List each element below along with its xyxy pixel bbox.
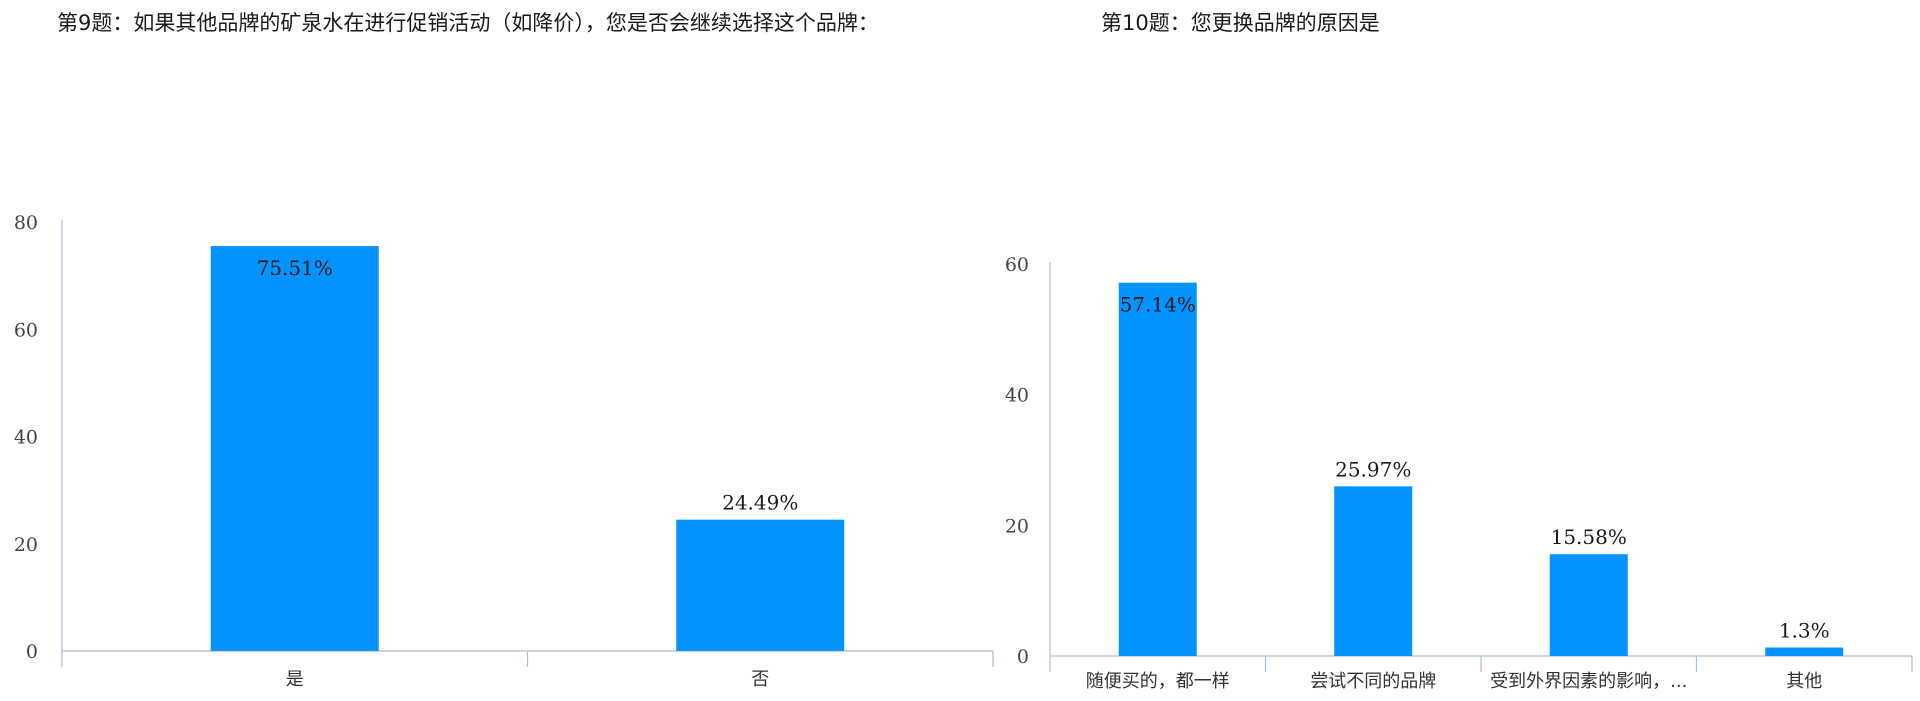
- bar-2: [676, 519, 845, 651]
- chart-title-q9: 第9题：如果其他品牌的矿泉水在进行促销活动（如降价），您是否会继续选择这个品牌：: [57, 11, 879, 35]
- y-tick-label: 80: [14, 212, 38, 234]
- y-tick-label: 40: [14, 427, 38, 449]
- y-tick-label: 20: [14, 534, 38, 556]
- y-tick-label: 0: [1017, 646, 1029, 668]
- data-label-4: 1.3%: [1779, 619, 1830, 643]
- bar-1: [1118, 282, 1197, 656]
- data-label-2: 24.49%: [722, 491, 798, 515]
- bar-1: [210, 246, 379, 651]
- bar-3: [1549, 554, 1628, 656]
- bar-4: [1765, 647, 1844, 656]
- category-label-1: 随便买的，都一样: [1086, 671, 1230, 692]
- chart-2: 0 20 40 60 57.14% 随便买的，都一样 25.97% 尝试不同的品牌 15.58%…: [1005, 254, 1913, 692]
- category-label-2: 否: [751, 669, 769, 690]
- y-tick-label: 60: [14, 319, 38, 341]
- category-label-4: 其他: [1786, 671, 1822, 692]
- chart-title-q10: 第10题：您更换品牌的原因是: [1101, 11, 1380, 35]
- y-tick-label: 20: [1005, 515, 1029, 537]
- data-label-1: 75.51%: [257, 256, 333, 280]
- data-label-1: 57.14%: [1120, 293, 1196, 317]
- y-tick-label: 40: [1005, 385, 1029, 407]
- data-label-2: 25.97%: [1335, 457, 1411, 481]
- category-label-2: 尝试不同的品牌: [1310, 671, 1436, 692]
- data-label-3: 15.58%: [1551, 525, 1627, 549]
- y-tick-label: 60: [1005, 254, 1029, 276]
- category-label-3: 受到外界因素的影响，...: [1490, 671, 1687, 692]
- category-label-1: 是: [286, 669, 304, 690]
- chart-1: 0 20 40 60 80 75.51% 是 24.49% 否: [14, 212, 994, 690]
- bar-2: [1334, 486, 1413, 656]
- y-tick-label: 0: [26, 641, 38, 663]
